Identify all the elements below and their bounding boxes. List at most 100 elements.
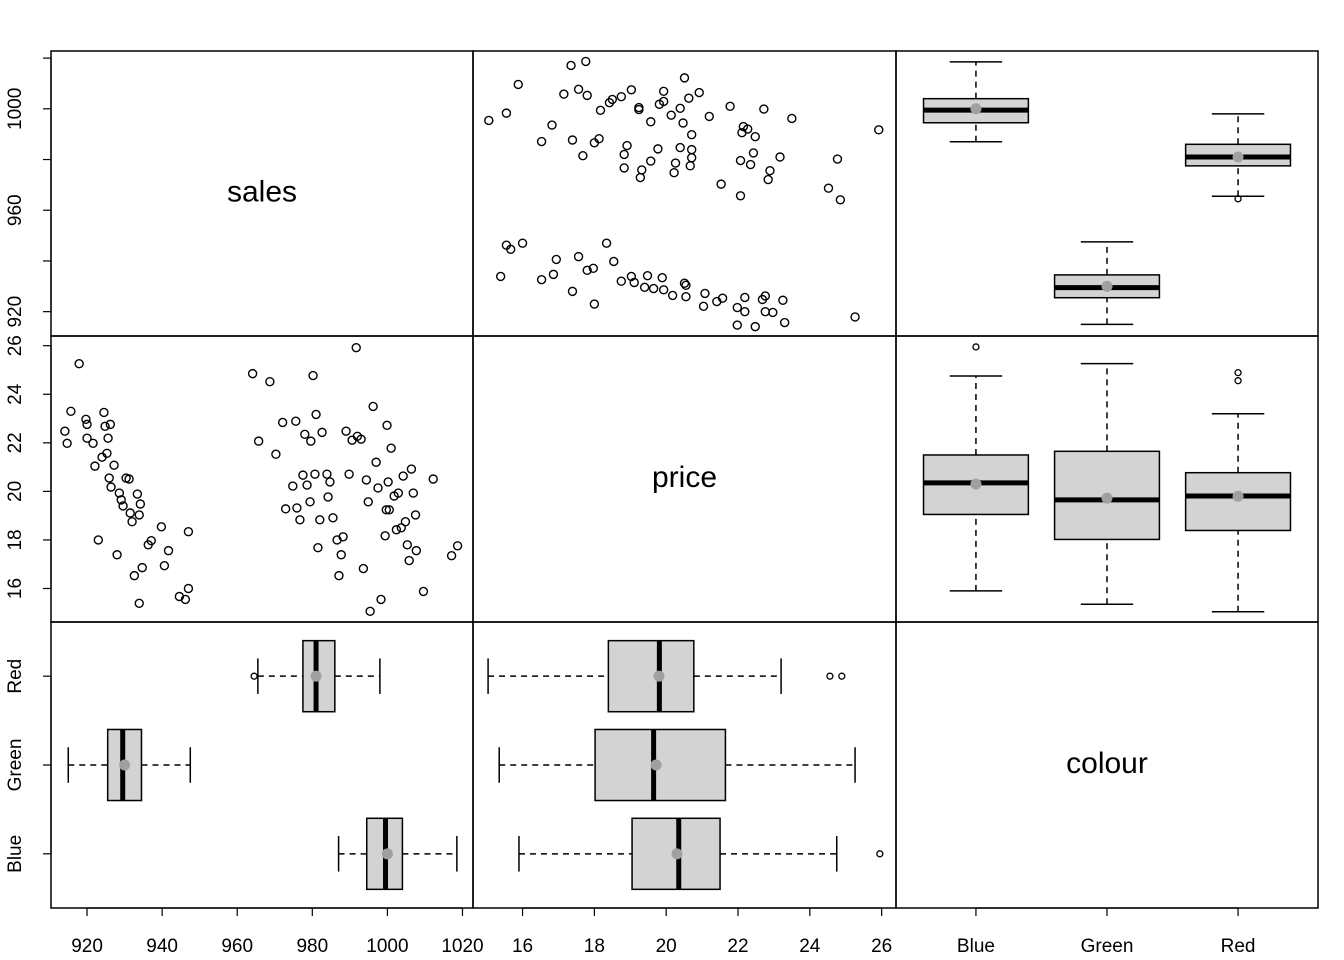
scatter-point [358, 563, 369, 574]
x-tick-label: 26 [871, 936, 892, 957]
y-tick-label: 920 [5, 296, 26, 328]
scatter-point [156, 522, 167, 532]
scatter-point [589, 299, 600, 309]
panel-frame [50, 335, 474, 623]
scatter-point [137, 562, 147, 573]
scatter-point [694, 87, 704, 98]
mean-point [650, 759, 662, 771]
scatter-point [277, 417, 288, 428]
y-tick-label: Green [5, 739, 26, 792]
scatter-point [82, 433, 92, 443]
x-tick-label: 18 [584, 936, 605, 957]
scatter-point [745, 159, 756, 170]
scatter-point [874, 125, 884, 135]
scatter-point [686, 129, 697, 140]
scatter-point [183, 526, 194, 537]
scatter-point [247, 368, 258, 379]
scatter-point [740, 292, 750, 303]
x-tick-label: 24 [799, 936, 821, 957]
scatter-point [311, 409, 321, 420]
y-tick-label: 22 [5, 432, 26, 453]
scatter-point [637, 165, 647, 175]
scatter-point [704, 111, 714, 122]
scatter-point [740, 306, 750, 317]
scatter-point [105, 419, 116, 430]
scatter-point [536, 275, 547, 285]
scatter-point [361, 475, 372, 485]
scatter-point [393, 488, 403, 498]
scatter-point [639, 282, 650, 293]
x-tick-label: 1000 [366, 936, 408, 957]
scatter-point [738, 121, 749, 132]
scatter-point [134, 510, 144, 520]
scatter-point [667, 290, 678, 301]
scatter-point [344, 469, 354, 479]
scatter-point [159, 560, 170, 571]
y-tick-label: 960 [5, 194, 26, 226]
y-tick-label: 16 [5, 578, 26, 599]
scatter-point [717, 293, 728, 303]
scatter-point [566, 60, 576, 71]
scatter-point [398, 471, 408, 481]
scatter-point [669, 168, 679, 178]
scatter-point [280, 504, 291, 514]
scatter-point [582, 265, 592, 276]
scatter-point [750, 321, 760, 332]
x-tick-label: Blue [957, 936, 995, 957]
scatter-point [135, 499, 146, 509]
scatter-point [317, 427, 327, 438]
box [607, 639, 695, 713]
scatter-point [183, 583, 194, 594]
scatter-point [291, 416, 301, 426]
scatter-point [547, 120, 557, 130]
scatter-point [408, 488, 419, 498]
scatter-point [271, 449, 281, 459]
scatter-point [127, 517, 137, 527]
mean-point [671, 848, 683, 860]
scatter-point [686, 144, 697, 155]
scatter-point [253, 436, 264, 446]
scatter-point [548, 269, 559, 280]
scatter-point [74, 358, 84, 369]
scatter-point [368, 401, 378, 412]
scatter-point [716, 179, 726, 189]
scatter-point [132, 489, 143, 499]
scatter-point [406, 464, 417, 474]
scatter-point [484, 115, 494, 126]
y-tick-label: 18 [5, 529, 26, 550]
scatter-point [302, 480, 312, 490]
scatter-point [607, 94, 618, 105]
scatter-point [616, 91, 627, 102]
box [302, 639, 336, 713]
scatter-point [765, 165, 775, 176]
scatter-point [684, 93, 694, 103]
scatter-point [732, 302, 742, 313]
scatter-point [428, 474, 438, 484]
scatter-point [823, 183, 834, 193]
box [594, 728, 727, 802]
scatter-point [700, 288, 710, 299]
x-tick-label: 960 [221, 936, 253, 957]
scatter-point [832, 154, 843, 164]
x-tick-label: 980 [296, 936, 328, 957]
scatter-point [102, 448, 112, 458]
scatter-point [66, 406, 76, 416]
scatter-point [657, 272, 667, 283]
x-tick-label: 20 [656, 936, 677, 957]
outlier [826, 672, 834, 680]
variable-label: sales [227, 175, 297, 208]
scatter-point [402, 540, 412, 550]
outlier [1234, 369, 1242, 377]
scatter-point [146, 535, 156, 546]
scatter-point [642, 270, 653, 281]
scatter-point [106, 482, 116, 492]
outlier [876, 850, 884, 858]
scatter-point [732, 320, 742, 330]
scatter-point [383, 477, 393, 487]
scatter-point [180, 594, 191, 605]
scatter-point [373, 483, 383, 493]
scatter-point [775, 152, 785, 162]
mean-point [1232, 490, 1244, 502]
scatter-point [685, 161, 695, 171]
scatter-point [118, 501, 128, 511]
